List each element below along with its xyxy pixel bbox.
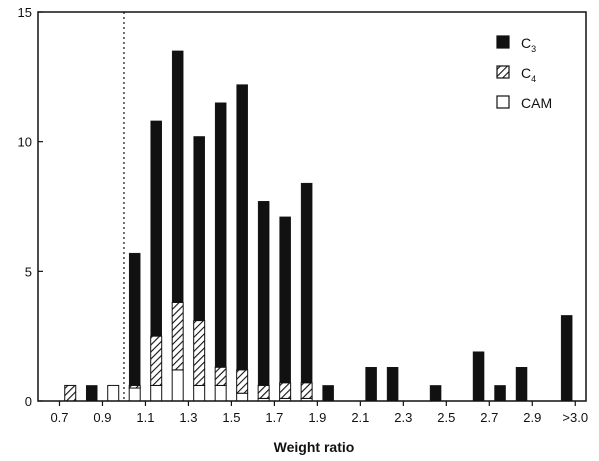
x-tick-label: 1.9 <box>308 410 326 425</box>
bar-c3-1.25 <box>171 50 184 303</box>
legend: C3 C4 CAM <box>496 35 552 111</box>
bar-c3-1.95 <box>322 385 334 402</box>
legend-swatch-c4 <box>496 65 510 79</box>
bar-c3-2.45 <box>429 385 442 402</box>
y-tick-label: 5 <box>25 264 32 279</box>
bar-c4-0.75 <box>64 384 77 402</box>
bar-c3-1.55 <box>236 84 248 371</box>
x-tick-label: 2.7 <box>480 410 498 425</box>
plot-frame <box>37 11 587 402</box>
bar-c3-2.25 <box>386 367 399 402</box>
x-tick-label: 2.5 <box>437 410 455 425</box>
bar-cam-1.25 <box>171 369 184 402</box>
bar-c4-1.35 <box>193 320 206 386</box>
x-axis-title: Weight ratio <box>274 439 355 455</box>
x-tick-label: 1.3 <box>179 410 197 425</box>
bar-c4-1.75 <box>279 382 292 399</box>
x-tick-label: 2.1 <box>351 410 369 425</box>
bar-c3-2.15 <box>365 367 377 402</box>
bar-cam-1.05 <box>128 387 141 402</box>
bar-c3-1.15 <box>150 120 162 337</box>
bar-c4-1.55 <box>236 369 249 394</box>
bar-c3->3.0 <box>560 315 573 402</box>
bar-c3-2.65 <box>472 351 485 402</box>
x-tick-label: 1.7 <box>265 410 283 425</box>
y-tick-label: 0 <box>25 394 32 409</box>
bar-c4-1.15 <box>150 335 163 386</box>
bar-c4-1.25 <box>171 301 184 371</box>
bar-c3-2.85 <box>515 367 528 402</box>
x-tick-label: >3.0 <box>562 410 588 425</box>
x-tick-label: 1.5 <box>222 410 240 425</box>
x-tick-label: 2.3 <box>394 410 412 425</box>
bars <box>64 50 573 402</box>
legend-label: C4 <box>521 65 536 84</box>
x-tick-label: 0.9 <box>93 410 111 425</box>
bar-c3-0.85 <box>85 385 98 402</box>
bar-c4-1.45 <box>214 366 227 386</box>
y-tick-label: 10 <box>18 135 32 150</box>
bar-cam-1.15 <box>150 384 163 402</box>
legend-label: C3 <box>521 35 536 54</box>
bar-c3-1.75 <box>279 216 291 384</box>
y-tick-label: 15 <box>18 5 32 20</box>
bar-c3-1.85 <box>300 182 313 384</box>
bar-cam-1.45 <box>214 384 227 402</box>
legend-swatch-c3 <box>496 35 510 49</box>
legend-label: CAM <box>521 95 552 111</box>
bar-c3-1.05 <box>128 252 141 386</box>
x-tick-label: 2.9 <box>523 410 541 425</box>
bar-c3-1.45 <box>214 102 227 368</box>
bar-cam-1.55 <box>236 392 249 402</box>
bar-c4-1.85 <box>300 382 313 399</box>
bar-c3-1.65 <box>257 201 270 386</box>
x-tick-label: 0.7 <box>50 410 68 425</box>
axes: 0 5 10 15 0.7 0.9 1.1 1.3 1.5 1.7 1.9 2.1 2.3 2.5 2.7 2… <box>18 5 589 425</box>
legend-swatch-cam <box>496 95 510 109</box>
bar-c4-1.05 <box>128 384 141 389</box>
x-tick-label: 1.1 <box>136 410 154 425</box>
bar-c4-1.65 <box>257 384 270 399</box>
bar-c3-1.35 <box>193 136 205 321</box>
bar-cam-0.95 <box>107 384 120 402</box>
bar-cam-1.35 <box>193 384 206 402</box>
bar-c3-2.75 <box>494 385 506 402</box>
